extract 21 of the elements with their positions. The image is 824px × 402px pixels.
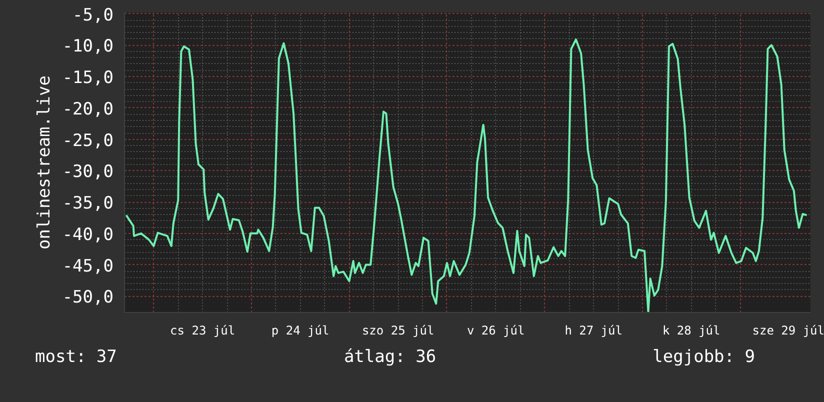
- y-tick-label: -15,0: [62, 68, 114, 88]
- x-tick-label: p 24 júl: [271, 324, 330, 338]
- y-tick-label: -20,0: [62, 99, 114, 120]
- y-axis-title: onlinestream.live: [34, 75, 54, 250]
- x-tick-label: sze 29 júl: [752, 324, 824, 338]
- text: most: 37: [35, 346, 117, 369]
- y-tick-label: -40,0: [62, 224, 114, 245]
- x-tick-label: v 26 júl: [466, 324, 525, 338]
- y-tick-label: -25,0: [62, 130, 114, 151]
- x-tick-label: cs 23 júl: [170, 324, 236, 338]
- y-tick-label: -45,0: [62, 256, 114, 276]
- x-tick-label: h 27 júl: [564, 324, 622, 338]
- text: átlag: 36: [344, 346, 436, 369]
- y-tick-label: -30,0: [62, 162, 114, 182]
- y-tick-label: -35,0: [62, 194, 114, 214]
- y-tick-label: -10,0: [62, 36, 114, 57]
- y-tick-label: -50,0: [62, 288, 114, 308]
- y-tick-label: -5,0: [72, 5, 114, 26]
- x-tick-label: k 28 júl: [662, 324, 720, 338]
- text: legjobb: 9: [652, 346, 755, 369]
- x-tick-label: szo 25 júl: [362, 324, 434, 338]
